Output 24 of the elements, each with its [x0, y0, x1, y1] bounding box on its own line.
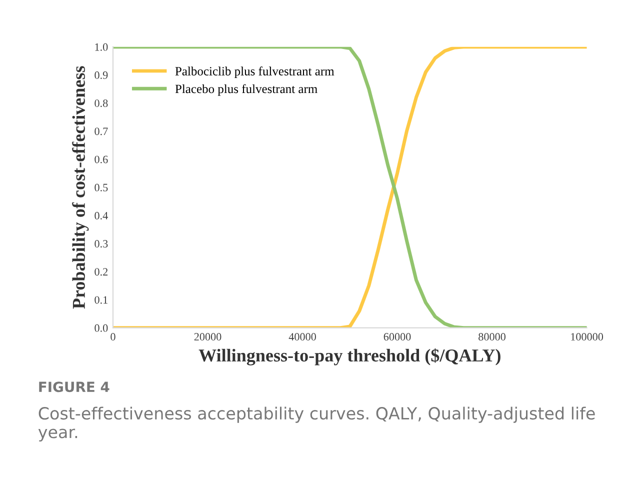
caption: FIGURE 4: [39, 382, 110, 392]
x-axis-title: Willingness-to-pay threshold ($/QALY): [198, 348, 500, 366]
y-tick-label: 0.5: [94, 184, 108, 192]
line-series: [112, 46, 587, 328]
legend-label: Placebo plus fulvestrant arm: [175, 84, 318, 96]
y-tick-label: 0.6: [94, 156, 108, 164]
text: Cost-effectiveness acceptability curves. QALY, Quality-adjusted life year.: [38, 406, 595, 442]
x-tick-label: 100000: [571, 333, 604, 341]
x-tick-label: 20000: [194, 333, 222, 341]
y-tick-label: 0.1: [94, 296, 108, 304]
legend-label: Palbociclib plus fulvestrant arm: [175, 66, 334, 78]
y-tick-label: 0.9: [94, 71, 108, 79]
y-tick-label: 0.2: [94, 268, 108, 276]
y-tick-label: 0.4: [94, 212, 108, 220]
y-tick-label: 0.8: [94, 100, 108, 108]
x-tick-label: 80000: [478, 333, 506, 341]
x-tick-label: 60000: [384, 333, 411, 341]
y-tick-label: 0.3: [94, 240, 108, 248]
y-tick-label: 0.0: [94, 324, 108, 332]
y-tick-label: 1.0: [95, 43, 108, 51]
y-tick-label: 0.7: [94, 128, 108, 136]
x-tick-label: 40000: [288, 333, 316, 341]
x-tick-label: 0: [110, 333, 116, 341]
y-axis-title: Probability of cost-effectiveness: [72, 66, 89, 309]
